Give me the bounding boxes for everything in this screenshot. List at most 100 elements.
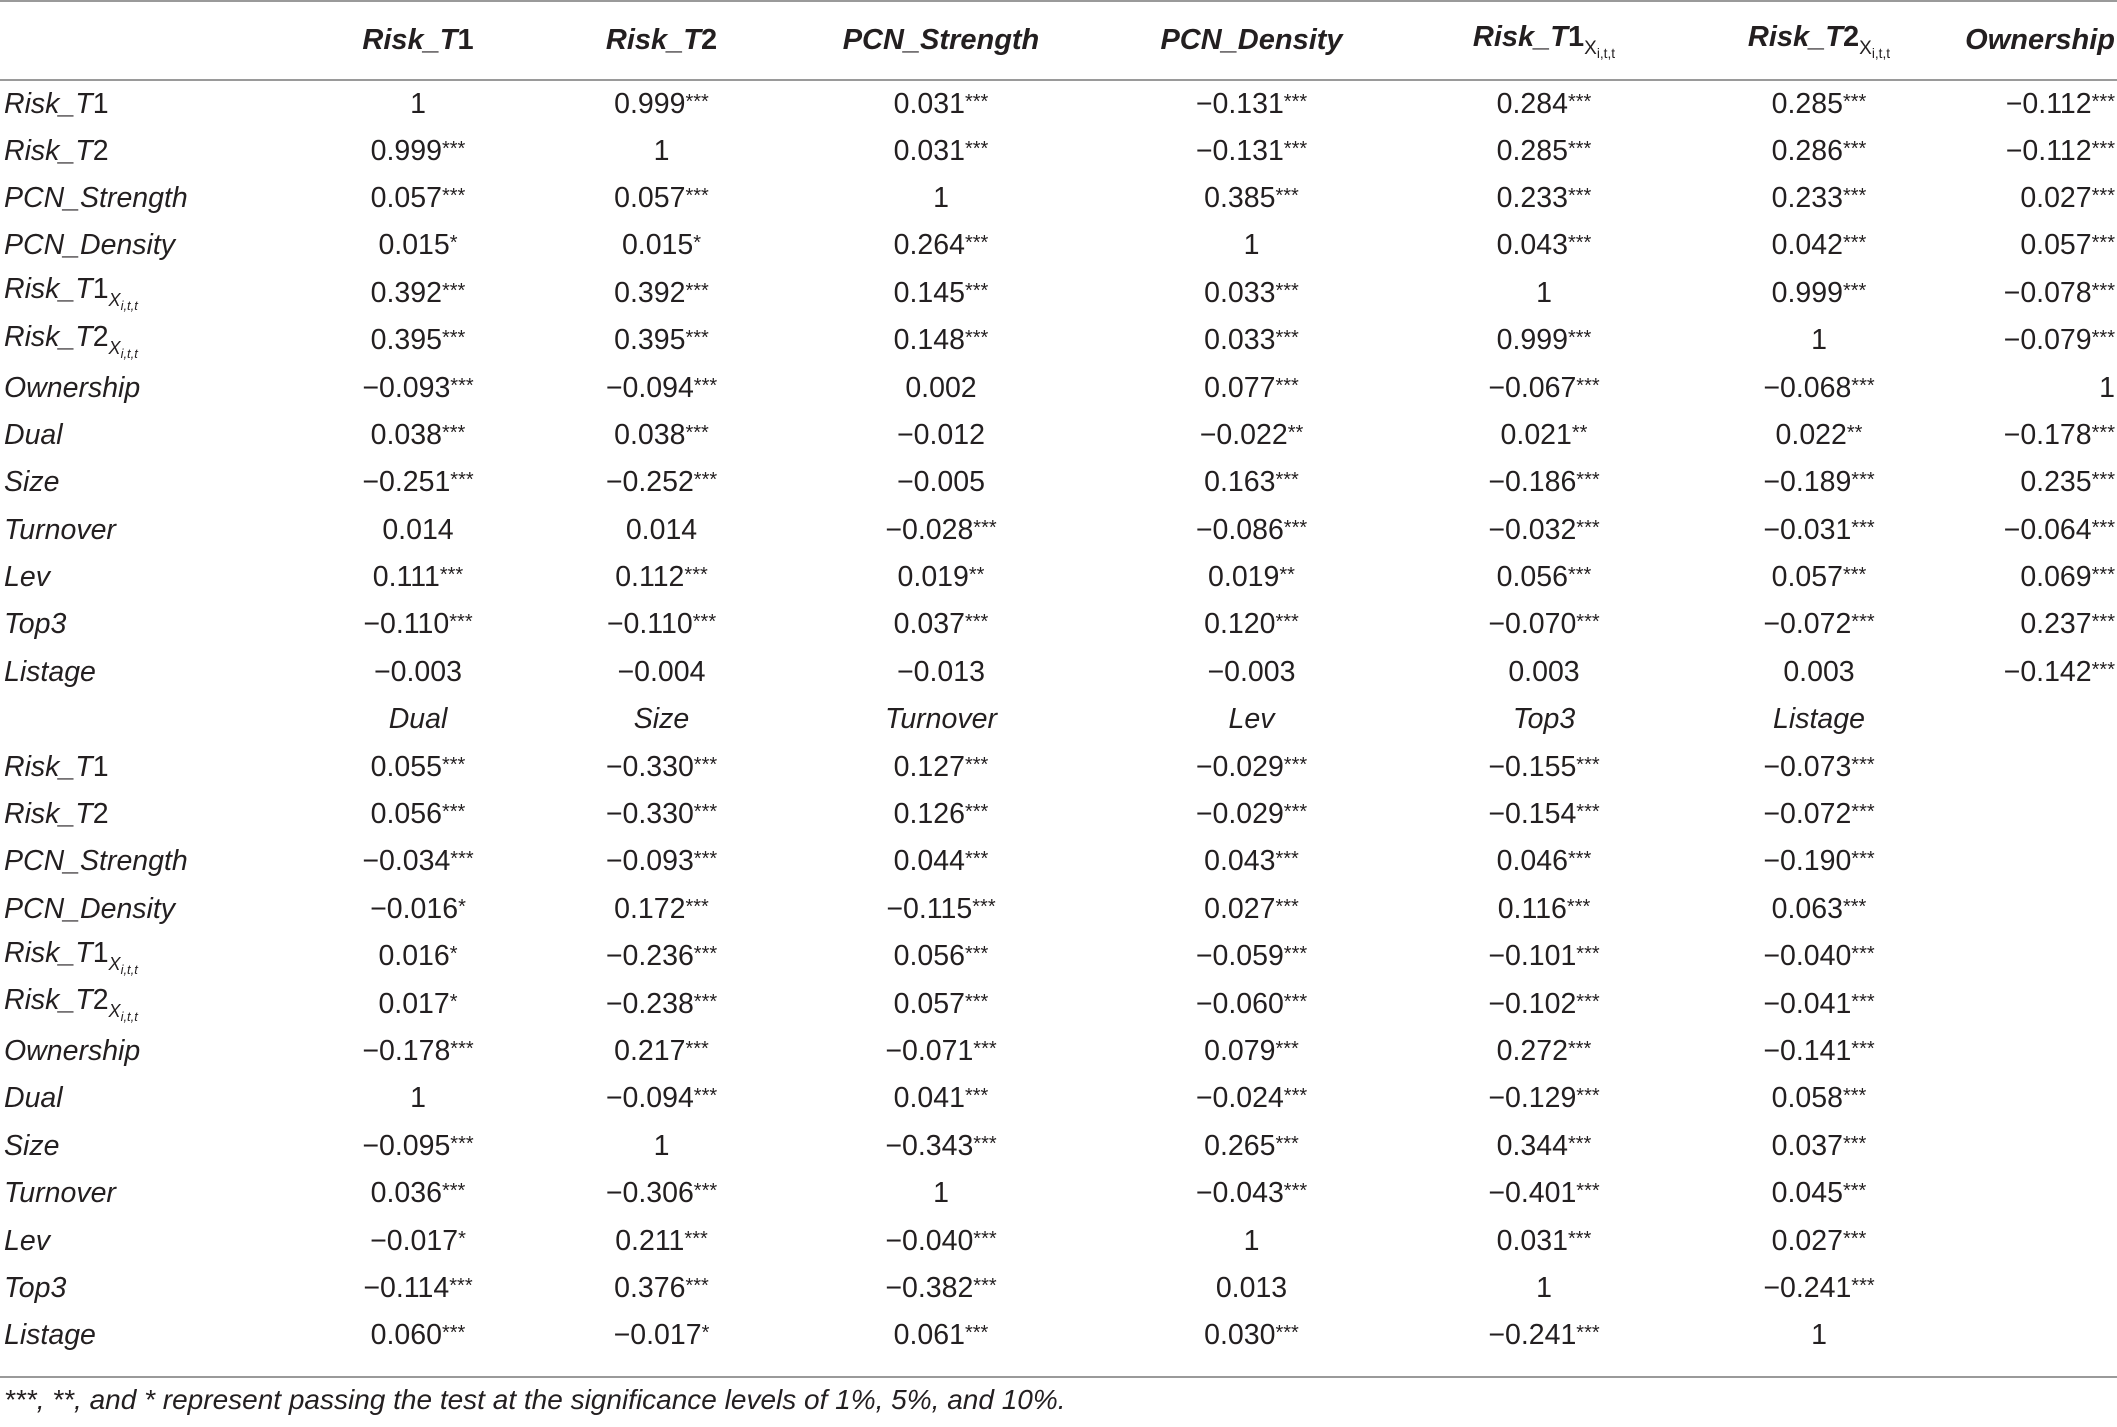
table-cell: 1 (653, 134, 670, 167)
significance-stars: *** (441, 421, 466, 444)
significance-stars: *** (441, 137, 466, 160)
table-cell: 0.392*** (370, 276, 466, 309)
significance-stars: * (458, 895, 466, 918)
row-label: Listage (4, 1319, 96, 1352)
table-cell: 0.031*** (893, 87, 989, 120)
significance-stars: *** (964, 990, 989, 1013)
significance-stars: *** (1576, 753, 1600, 776)
table-cell: −0.034*** (362, 845, 474, 878)
table-cell: 0.116*** (1497, 892, 1591, 925)
table-cell: 0.021** (1500, 418, 1588, 451)
table-cell: −0.189*** (1763, 466, 1875, 499)
table-cell: 0.019** (897, 561, 985, 594)
table-cell: −0.071*** (885, 1035, 997, 1067)
table-cell: −0.131*** (1195, 87, 1308, 120)
significance-stars: *** (1275, 611, 1299, 634)
table-cell: 0.395*** (614, 324, 709, 357)
row-label: Lev (4, 561, 50, 594)
row-label: PCN_Density (4, 892, 176, 925)
significance-stars: *** (964, 848, 989, 871)
table-cell: −0.330*** (605, 798, 718, 831)
table-cell: −0.330*** (605, 750, 718, 783)
significance-stars: *** (2091, 421, 2115, 444)
table-cell (1958, 1123, 2117, 1170)
significance-stars: *** (693, 1085, 718, 1108)
correlation-table: Risk_T1 Risk_T2 PCN_Strength PCN_Density Ris… (0, 0, 2117, 1359)
table-cell: 0.031*** (1496, 1224, 1592, 1257)
significance-stars: *** (2091, 232, 2115, 255)
table-cell: 0.014 (625, 513, 698, 546)
table-cell (1958, 1312, 2117, 1359)
table-cell: 0.126*** (893, 798, 989, 831)
significance-stars: *** (972, 895, 996, 918)
table-cell: −0.241*** (1763, 1271, 1875, 1304)
table-cell: −0.110*** (363, 608, 473, 641)
table-cell (1958, 838, 2117, 885)
significance-stars: *** (1842, 1132, 1867, 1155)
significance-stars: *** (441, 184, 466, 207)
significance-stars: *** (964, 753, 989, 776)
table-cell: 0.061*** (893, 1319, 989, 1352)
row-label: Risk_T1 (4, 87, 109, 120)
significance-stars: *** (2091, 137, 2115, 160)
significance-stars: *** (964, 327, 989, 350)
subheader-cell: Listage (1773, 703, 1865, 736)
table-cell: 0.999*** (1496, 324, 1592, 357)
table-cell: −0.041*** (1763, 987, 1875, 1020)
table-cell: −0.043*** (1195, 1177, 1308, 1210)
table-cell: 1 (1811, 1319, 1827, 1352)
significance-stars: *** (1275, 1322, 1299, 1345)
table-cell: 0.057*** (893, 987, 989, 1020)
table-cell: −0.101*** (1488, 940, 1600, 973)
table-cell: 1 (1811, 324, 1827, 357)
table-cell (1958, 1170, 2117, 1217)
table-cell: −0.040*** (1763, 940, 1875, 973)
table-row: Turnover 0.036*** −0.306*** 1 −0.043*** −0.40… (0, 1170, 2117, 1217)
table-cell: 0.285*** (1496, 134, 1592, 167)
row-label: Risk_T1Xi,t,t (4, 273, 138, 314)
significance-stars: *** (1842, 232, 1867, 255)
table-cell (1958, 1217, 2117, 1264)
significance-stars: *** (1283, 801, 1308, 824)
significance-stars: * (449, 990, 458, 1013)
significance-stars: *** (685, 1274, 709, 1297)
subscript-index: i,t,t (120, 1009, 138, 1025)
row-label: Size (4, 466, 60, 499)
table-cell: 0.036*** (370, 1177, 466, 1210)
significance-stars: *** (1842, 564, 1867, 587)
table-cell: 0.265*** (1204, 1129, 1299, 1162)
table-cell: −0.236*** (605, 940, 718, 973)
table-cell: −0.102*** (1488, 987, 1600, 1020)
significance-stars: *** (1576, 943, 1600, 966)
table-cell: −0.114*** (363, 1271, 473, 1304)
significance-stars: * (449, 232, 458, 255)
table-cell: 0.044*** (893, 845, 989, 878)
significance-stars: *** (1576, 990, 1600, 1013)
table-cell: 1 (1536, 1271, 1552, 1304)
table-cell: −0.241*** (1488, 1319, 1600, 1352)
table-cell: −0.060*** (1195, 987, 1308, 1020)
table-cell: 0.120*** (1204, 608, 1299, 641)
subheader-cell (1958, 696, 2117, 743)
table-row: Size −0.095*** 1 −0.343*** 0.265*** 0.344*** 0… (0, 1123, 2117, 1170)
table-cell: 0.033*** (1204, 324, 1299, 357)
table-cell: 0.145*** (893, 276, 989, 309)
table-cell: −0.064*** (2003, 513, 2115, 546)
table-cell: 0.037*** (893, 608, 989, 641)
table-cell: 1 (1243, 229, 1260, 262)
significance-stars: *** (693, 469, 718, 492)
significance-stars: *** (1576, 1085, 1600, 1108)
subheader-cell: Size (633, 703, 690, 736)
table-cell: 0.038*** (370, 418, 466, 451)
significance-stars: *** (1567, 848, 1592, 871)
row-label: Risk_T1 (4, 750, 109, 783)
significance-stars: *** (685, 1038, 709, 1060)
subscript-index: i,t,t (120, 961, 138, 977)
table-row: Risk_T2Xi,t,t 0.017* −0.238*** 0.057*** −0.0… (0, 980, 2117, 1027)
table-cell: 0.264*** (893, 229, 989, 262)
table-cell: 1 (1243, 1224, 1260, 1257)
significance-stars: *** (450, 469, 474, 492)
table-cell: 0.999*** (614, 87, 709, 120)
significance-stars: *** (964, 1322, 989, 1345)
table-cell: 1 (933, 1177, 949, 1210)
